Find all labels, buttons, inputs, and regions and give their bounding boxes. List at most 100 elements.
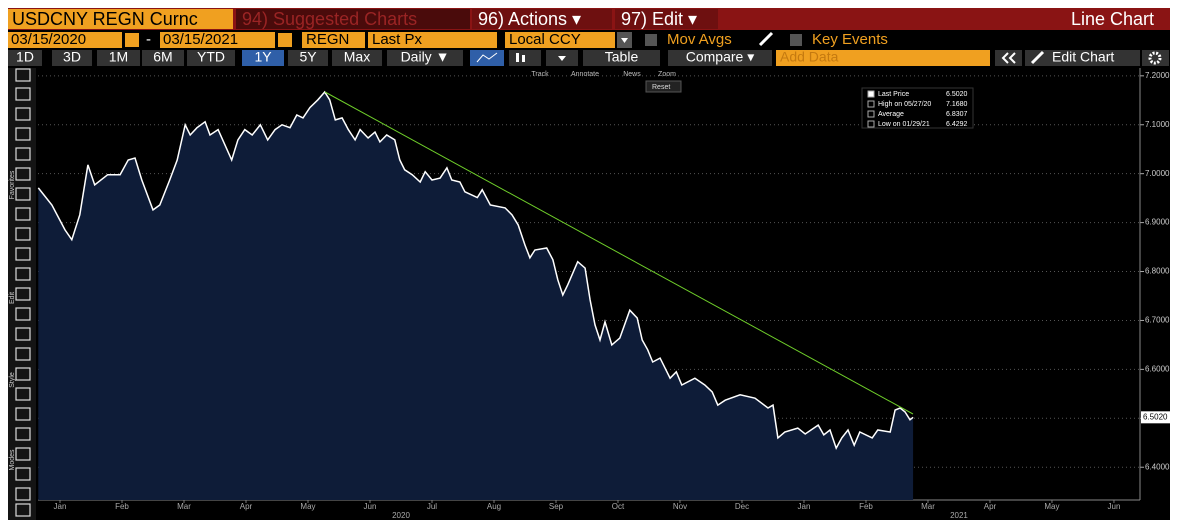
tool-icon[interactable] xyxy=(15,467,31,481)
end-field[interactable] xyxy=(160,32,275,48)
x-tick-label: Dec xyxy=(735,502,749,511)
side-label: Style xyxy=(9,372,16,388)
period-button[interactable] xyxy=(52,50,92,66)
add-data-field[interactable] xyxy=(776,50,990,66)
add-data: Add Data xyxy=(780,49,839,65)
stats-box xyxy=(861,87,974,129)
x-tick-label: Aug xyxy=(487,502,501,511)
period-button[interactable] xyxy=(142,50,184,66)
tool-icon[interactable] xyxy=(15,307,31,321)
tool-icon[interactable] xyxy=(15,487,31,501)
period-label: 3D xyxy=(63,49,81,65)
x-tick-label: Apr xyxy=(984,502,997,511)
x-tick-label: Jan xyxy=(54,502,67,511)
x-tick-label: Feb xyxy=(115,502,129,511)
area xyxy=(38,92,914,500)
mov-avgs: Mov Avgs xyxy=(667,31,732,48)
candle-icon xyxy=(522,55,525,62)
chart-tool: News xyxy=(623,71,641,78)
price-line xyxy=(37,90,914,450)
side-label: Favorites xyxy=(9,170,16,199)
tool-icon[interactable] xyxy=(15,147,31,161)
tool-icon[interactable] xyxy=(15,267,31,281)
settings-button[interactable] xyxy=(1142,50,1169,66)
chevron xyxy=(1008,52,1016,64)
period-button[interactable] xyxy=(97,50,140,66)
ticker: USDCNY REGN Curnc xyxy=(12,9,198,29)
y-tick-label: 6.6000 xyxy=(1145,364,1170,373)
suggested: 94) Suggested Charts xyxy=(242,9,417,29)
checkbox[interactable] xyxy=(645,34,657,46)
edit: 97) Edit ▾ xyxy=(621,9,697,29)
tool-icon[interactable] xyxy=(15,68,31,82)
calendar-icon[interactable] xyxy=(125,33,139,47)
chart-tool: Track xyxy=(531,71,549,78)
reset: Reset xyxy=(652,84,670,91)
y-tick-label: 7.0000 xyxy=(1145,169,1170,178)
x-tick-label: Jul xyxy=(427,502,437,511)
last-price-tag xyxy=(1141,411,1171,424)
x-tick-label: May xyxy=(300,502,315,511)
tool-icon[interactable] xyxy=(15,387,31,401)
compare-button[interactable] xyxy=(668,50,772,66)
period-button[interactable] xyxy=(187,50,235,66)
tool-icon[interactable] xyxy=(15,207,31,221)
edit-chart-button[interactable] xyxy=(1025,50,1140,66)
stats-value: 7.1680 xyxy=(946,101,968,108)
reset-button[interactable] xyxy=(645,80,682,93)
sidebar-icons: Favorites Edit Style Modes xyxy=(9,68,31,517)
table-button[interactable] xyxy=(583,50,660,66)
stats-label: Low on 01/29/21 xyxy=(878,121,930,128)
collapse-button[interactable] xyxy=(995,50,1022,66)
tool-icon[interactable] xyxy=(15,87,31,101)
tool-icon[interactable] xyxy=(15,347,31,361)
tool-icon[interactable] xyxy=(15,127,31,141)
checkbox[interactable] xyxy=(790,34,802,46)
period-button[interactable] xyxy=(288,50,328,66)
period-label: 6M xyxy=(153,49,172,65)
pencil-icon[interactable] xyxy=(758,31,774,47)
ticker-box[interactable] xyxy=(8,9,233,29)
suggested-button[interactable] xyxy=(236,9,470,29)
tool-icon[interactable] xyxy=(15,367,31,381)
tool-icon[interactable] xyxy=(15,247,31,261)
period-button[interactable] xyxy=(242,50,284,66)
tool-icon[interactable] xyxy=(15,287,31,301)
tool-icon[interactable] xyxy=(15,427,31,441)
tool-icon[interactable] xyxy=(15,107,31,121)
actions-button[interactable] xyxy=(472,9,612,29)
candle-icon xyxy=(516,53,519,62)
field-select[interactable] xyxy=(368,32,497,48)
end-date: 03/15/2021 xyxy=(163,31,238,48)
source-field[interactable] xyxy=(302,32,365,48)
date-dash: - xyxy=(146,31,151,48)
tool-icon[interactable] xyxy=(15,167,31,181)
start-field[interactable] xyxy=(8,32,122,48)
chart-tool: Annotate xyxy=(571,71,599,78)
gear-icon xyxy=(1148,51,1162,65)
period-label: Max xyxy=(344,49,370,65)
x-tick-label: Apr xyxy=(240,502,253,511)
trend-line[interactable] xyxy=(324,91,914,415)
y-tick-label: 6.4000 xyxy=(1145,462,1170,471)
x-tick-label: Nov xyxy=(673,502,687,511)
currency-select[interactable] xyxy=(505,32,615,48)
tool-icon[interactable] xyxy=(15,407,31,421)
period-button[interactable] xyxy=(332,50,382,66)
period-button[interactable] xyxy=(8,50,42,66)
stats-value: 6.8307 xyxy=(946,111,968,118)
edit-button[interactable] xyxy=(615,9,718,29)
calendar-icon[interactable] xyxy=(278,33,292,47)
x-tick-label: May xyxy=(1044,502,1059,511)
tool-icon[interactable] xyxy=(15,187,31,201)
tool-icon[interactable] xyxy=(15,503,31,517)
period-label: 1Y xyxy=(254,49,272,65)
period-label: 1D xyxy=(16,49,34,65)
frequency-button[interactable] xyxy=(387,50,463,66)
tool-icon[interactable] xyxy=(15,227,31,241)
stats-swatch xyxy=(867,110,875,118)
tool-icon[interactable] xyxy=(15,447,31,461)
tool-icon[interactable] xyxy=(15,327,31,341)
